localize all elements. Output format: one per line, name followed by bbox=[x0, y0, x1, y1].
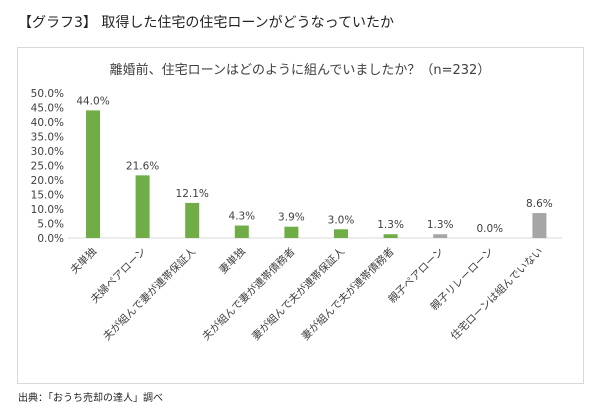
bar bbox=[234, 225, 249, 238]
y-tick-label: 10.0% bbox=[31, 204, 64, 216]
x-tick-label: 夫が組んで妻が連帯債務者 bbox=[200, 245, 298, 343]
bar bbox=[433, 234, 448, 238]
y-tick-label: 30.0% bbox=[31, 146, 64, 158]
data-label: 4.3% bbox=[228, 211, 255, 223]
x-tick-label: 妻が組んで夫が連帯保証人 bbox=[249, 245, 347, 343]
y-tick-label: 45.0% bbox=[31, 103, 64, 115]
y-tick-label: 5.0% bbox=[37, 219, 64, 231]
bar bbox=[284, 226, 299, 238]
x-tick-label: 妻単独 bbox=[216, 245, 248, 277]
data-label: 3.0% bbox=[328, 214, 355, 226]
y-tick-label: 50.0% bbox=[31, 88, 64, 100]
source-note: 出典：「おうち売却の達人」調べ bbox=[18, 393, 163, 404]
data-label: 1.3% bbox=[427, 219, 454, 231]
bar bbox=[86, 110, 100, 238]
bar bbox=[383, 234, 398, 238]
x-tick-label: 妻が組んで夫が連帯債務者 bbox=[299, 245, 397, 343]
y-tick-label: 40.0% bbox=[31, 117, 64, 129]
x-tick-label: 夫単独 bbox=[68, 245, 100, 277]
chart-title: 離婚前、住宅ローンはどのように組んでいましたか？（n=232） bbox=[110, 62, 491, 78]
y-tick-label: 0.0% bbox=[37, 233, 64, 245]
data-label: 0.0% bbox=[476, 223, 503, 235]
bar bbox=[185, 202, 200, 238]
y-tick-label: 15.0% bbox=[31, 190, 64, 202]
data-label: 12.1% bbox=[176, 188, 209, 200]
data-label: 1.3% bbox=[377, 219, 404, 231]
data-label: 3.9% bbox=[278, 212, 305, 224]
bar bbox=[135, 175, 150, 238]
data-label: 44.0% bbox=[76, 95, 109, 107]
data-label: 21.6% bbox=[126, 160, 159, 172]
y-tick-label: 25.0% bbox=[31, 161, 64, 173]
y-tick-label: 35.0% bbox=[31, 132, 64, 144]
y-tick-label: 20.0% bbox=[31, 175, 64, 187]
page-heading: 【グラフ3】 取得した住宅の住宅ローンがどうなっていたか bbox=[18, 15, 394, 31]
bar bbox=[532, 213, 547, 238]
data-label: 8.6% bbox=[526, 198, 553, 210]
x-tick-label: 住宅ローンは組んでいない bbox=[448, 245, 546, 343]
x-tick-label: 夫が組んで妻が連帯保証人 bbox=[100, 245, 198, 343]
bar bbox=[334, 229, 348, 238]
chart-frame bbox=[17, 47, 584, 384]
